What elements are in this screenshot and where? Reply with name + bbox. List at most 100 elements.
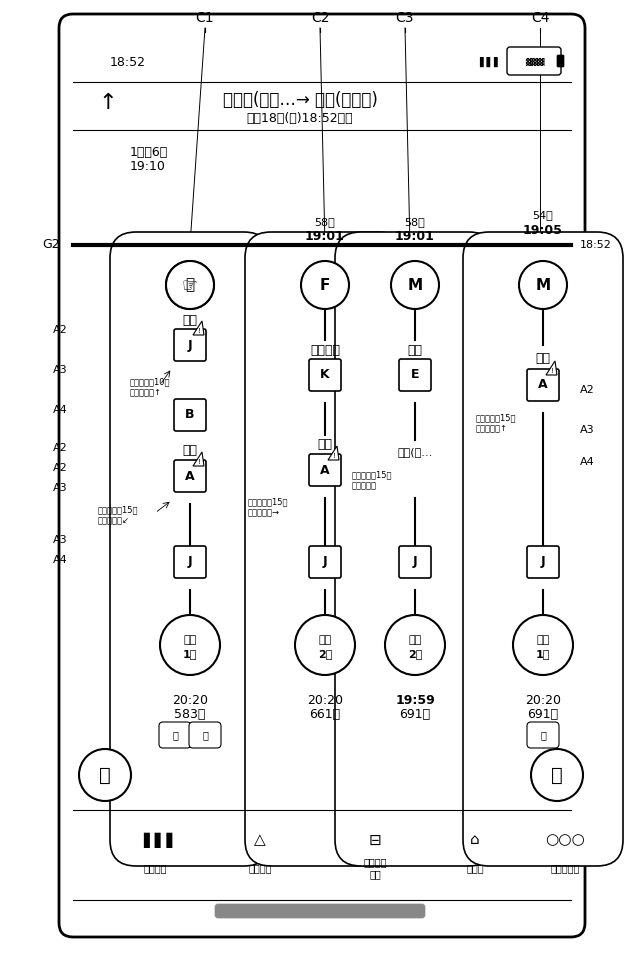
FancyBboxPatch shape [399, 546, 431, 578]
Text: 西日暮里: 西日暮里 [310, 343, 340, 357]
Text: 遅延傾向：↑: 遅延傾向：↑ [476, 424, 508, 434]
FancyBboxPatch shape [335, 232, 495, 866]
Text: !: ! [198, 459, 200, 465]
Text: 20:20: 20:20 [525, 693, 561, 707]
Text: ５月18日(土)18:52出発: ５月18日(土)18:52出発 [246, 112, 353, 124]
Circle shape [166, 261, 214, 309]
Text: 691円: 691円 [527, 709, 559, 721]
Text: 赤羽: 赤羽 [182, 443, 198, 457]
Text: 🚶: 🚶 [186, 278, 195, 292]
Circle shape [385, 615, 445, 675]
Text: 運行情報: 運行情報 [248, 863, 272, 873]
Text: A2: A2 [53, 463, 68, 473]
Text: 赤羽: 赤羽 [317, 439, 333, 451]
FancyBboxPatch shape [245, 232, 405, 866]
Text: 20:20: 20:20 [172, 693, 208, 707]
Text: 駅情報: 駅情報 [466, 863, 484, 873]
Text: 大宮(埼…: 大宮(埼… [397, 447, 433, 457]
Text: ○○○: ○○○ [545, 833, 585, 847]
Text: A3: A3 [53, 535, 68, 545]
Text: C2: C2 [311, 11, 329, 25]
Text: 安: 安 [202, 730, 208, 740]
Text: C4: C4 [531, 11, 549, 25]
Text: 運行間隔：10分: 運行間隔：10分 [130, 378, 170, 387]
Text: J: J [188, 555, 192, 569]
Text: A2: A2 [53, 325, 68, 335]
Text: ⌂: ⌂ [470, 833, 480, 847]
Text: A2: A2 [580, 385, 595, 395]
Circle shape [531, 749, 583, 801]
Text: 691円: 691円 [399, 709, 431, 721]
FancyBboxPatch shape [527, 546, 559, 578]
Text: 経路検索: 経路検索 [143, 863, 167, 873]
Text: M: M [408, 278, 422, 292]
Text: ⊟: ⊟ [369, 833, 381, 847]
Circle shape [166, 261, 214, 309]
Circle shape [513, 615, 573, 675]
Text: J: J [323, 555, 327, 569]
Text: B: B [185, 409, 195, 421]
Text: 池袋: 池袋 [408, 343, 422, 357]
Text: 楽: 楽 [540, 730, 546, 740]
Polygon shape [328, 446, 339, 460]
Text: E: E [411, 368, 419, 382]
Text: G2: G2 [42, 238, 60, 252]
FancyBboxPatch shape [174, 546, 206, 578]
FancyBboxPatch shape [309, 546, 341, 578]
Text: M: M [536, 278, 550, 292]
Text: !: ! [198, 328, 200, 334]
FancyBboxPatch shape [110, 232, 270, 866]
Text: 乗換: 乗換 [184, 635, 196, 645]
FancyBboxPatch shape [189, 722, 221, 748]
Text: 遅延傾向：→: 遅延傾向：→ [248, 508, 280, 518]
Text: 18:52: 18:52 [580, 240, 612, 250]
Text: 661円: 661円 [309, 709, 340, 721]
FancyBboxPatch shape [215, 904, 425, 918]
FancyBboxPatch shape [399, 359, 431, 391]
Circle shape [174, 269, 206, 301]
Text: ▐▐▐: ▐▐▐ [138, 832, 173, 847]
FancyBboxPatch shape [174, 399, 206, 431]
Text: 583円: 583円 [174, 709, 205, 721]
Text: A4: A4 [580, 457, 595, 467]
Text: 乗換: 乗換 [408, 635, 422, 645]
FancyBboxPatch shape [174, 329, 206, 361]
FancyBboxPatch shape [309, 359, 341, 391]
Text: A3: A3 [53, 365, 68, 375]
Circle shape [160, 615, 220, 675]
Text: A3: A3 [53, 483, 68, 493]
FancyBboxPatch shape [557, 55, 564, 67]
Text: 19:05: 19:05 [523, 224, 563, 236]
Circle shape [79, 749, 131, 801]
Text: 58分: 58分 [404, 217, 426, 227]
Text: A: A [538, 379, 548, 391]
FancyBboxPatch shape [527, 722, 559, 748]
Polygon shape [193, 321, 204, 335]
Text: 池袋: 池袋 [536, 352, 550, 364]
Text: △: △ [254, 833, 266, 847]
Text: F: F [320, 278, 330, 292]
Text: 運行間隔：15分: 運行間隔：15分 [476, 414, 516, 422]
Text: J: J [541, 555, 545, 569]
Text: ☞: ☞ [182, 276, 198, 294]
Text: C3: C3 [396, 11, 414, 25]
Text: 運行間隔：15分: 運行間隔：15分 [352, 470, 392, 479]
Text: 1回: 1回 [183, 649, 197, 659]
Text: 19:01: 19:01 [395, 229, 435, 243]
Text: K: K [320, 368, 330, 382]
Text: J: J [413, 555, 417, 569]
Text: 赤羽: 赤羽 [182, 313, 198, 327]
Text: A: A [320, 464, 330, 476]
Text: 楽: 楽 [172, 730, 178, 740]
FancyBboxPatch shape [507, 47, 561, 75]
Circle shape [301, 261, 349, 309]
Text: 19:10: 19:10 [130, 160, 166, 174]
Text: ↑: ↑ [99, 93, 117, 113]
Circle shape [519, 261, 567, 309]
Text: A: A [185, 469, 195, 483]
Text: A2: A2 [53, 443, 68, 453]
Text: 〉: 〉 [551, 765, 563, 785]
Text: 運行間隔：15分: 運行間隔：15分 [98, 505, 138, 515]
FancyBboxPatch shape [309, 454, 341, 486]
Text: 2回: 2回 [408, 649, 422, 659]
